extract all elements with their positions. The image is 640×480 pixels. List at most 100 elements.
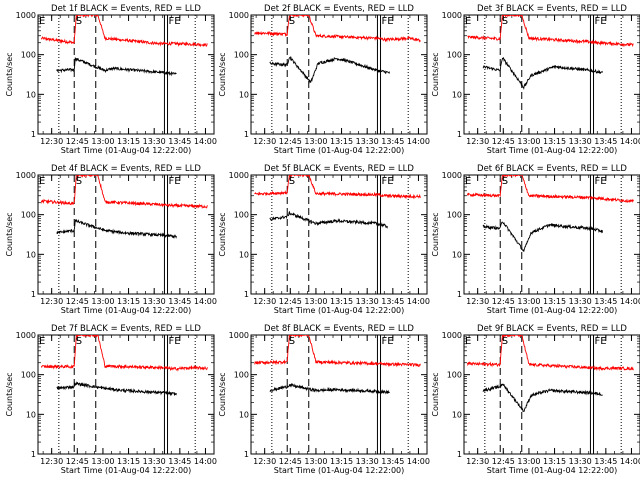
x-tick-label: 13:45 — [168, 137, 191, 146]
marker-e: E — [39, 176, 45, 187]
x-axis-label: Start Time (01-Aug-04 12:22:00) — [61, 466, 192, 475]
y-axis-label: Counts/sec — [431, 212, 440, 256]
y-tick-label: 100 — [234, 211, 249, 220]
lld-series-line — [466, 335, 634, 372]
lld-series-line — [40, 175, 208, 210]
events-series-line — [482, 56, 603, 91]
y-axis-label: Counts/sec — [218, 212, 227, 256]
x-tick-label: 13:15 — [117, 137, 140, 146]
y-tick-label: 1 — [457, 290, 462, 299]
y-tick-label: 1 — [31, 290, 36, 299]
y-tick-label: 10 — [452, 90, 462, 99]
lld-series-line — [466, 175, 634, 203]
x-tick-label: 14:00 — [407, 457, 430, 466]
marker-s: S — [76, 176, 82, 187]
plot-frame — [37, 174, 215, 295]
y-tick-label: 100 — [21, 211, 36, 220]
detector-panel-3: Det 3f BLACK = Events, RED = LLD 1 10 100 10… — [431, 4, 640, 155]
y-tick-label: 1 — [244, 290, 249, 299]
x-tick-label: 12:45 — [66, 457, 89, 466]
x-tick-label: 13:45 — [594, 457, 617, 466]
x-tick-label: 13:00 — [517, 297, 540, 306]
lld-series-line — [40, 335, 208, 372]
y-tick-label: 1000 — [229, 11, 249, 20]
y-tick-label: 10 — [239, 250, 249, 259]
x-tick-label: 13:00 — [304, 137, 327, 146]
y-tick-label: 1 — [244, 450, 249, 459]
y-tick-label: 100 — [21, 371, 36, 380]
x-tick-label: 13:45 — [594, 137, 617, 146]
x-tick-label: 14:00 — [620, 457, 640, 466]
x-tick-label: 12:45 — [492, 457, 515, 466]
y-axis-label: Counts/sec — [431, 52, 440, 96]
plot-frame — [463, 14, 640, 135]
x-tick-label: 12:30 — [253, 457, 276, 466]
detector-panel-1: Det 1f BLACK = Events, RED = LLD 1 10 100 10… — [5, 4, 217, 155]
x-tick-label: 13:45 — [168, 297, 191, 306]
y-tick-label: 100 — [447, 371, 462, 380]
x-tick-label: 13:15 — [330, 297, 353, 306]
y-tick-label: 1 — [244, 130, 249, 139]
panel-title: Det 2f BLACK = Events, RED = LLD — [264, 4, 414, 14]
x-tick-label: 13:15 — [117, 297, 140, 306]
marker-fe: FE — [382, 16, 394, 27]
y-axis-label: Counts/sec — [5, 212, 14, 256]
marker-fe: FE — [169, 16, 181, 27]
marker-s: S — [502, 176, 508, 187]
x-tick-label: 13:00 — [91, 297, 114, 306]
panel-title: Det 8f BLACK = Events, RED = LLD — [264, 324, 414, 334]
marker-fe: FE — [595, 176, 607, 187]
x-tick-label: 13:30 — [569, 457, 592, 466]
marker-fe: FE — [595, 16, 607, 27]
x-tick-label: 13:30 — [143, 137, 166, 146]
x-tick-label: 14:00 — [194, 297, 217, 306]
x-tick-label: 12:30 — [40, 297, 63, 306]
x-tick-label: 13:45 — [168, 457, 191, 466]
y-tick-label: 1 — [31, 450, 36, 459]
x-axis-label: Start Time (01-Aug-04 12:22:00) — [274, 306, 405, 315]
marker-fe: FE — [595, 336, 607, 347]
panel-title: Det 7f BLACK = Events, RED = LLD — [51, 324, 201, 334]
plot-frame — [250, 174, 428, 295]
x-tick-label: 13:30 — [143, 457, 166, 466]
x-tick-label: 13:15 — [543, 297, 566, 306]
marker-fe: FE — [382, 336, 394, 347]
y-tick-label: 1 — [31, 130, 36, 139]
x-axis-label: Start Time (01-Aug-04 12:22:00) — [274, 466, 405, 475]
x-tick-label: 12:45 — [279, 457, 302, 466]
y-axis-label: Counts/sec — [5, 52, 14, 96]
plot-frame — [463, 334, 640, 455]
panel-title: Det 4f BLACK = Events, RED = LLD — [51, 164, 201, 174]
plot-frame — [250, 14, 428, 135]
y-tick-label: 1000 — [442, 11, 462, 20]
marker-s: S — [502, 336, 508, 347]
x-tick-label: 12:45 — [66, 137, 89, 146]
x-tick-label: 14:00 — [620, 137, 640, 146]
marker-s: S — [289, 176, 295, 187]
y-tick-label: 1 — [457, 450, 462, 459]
x-tick-label: 13:30 — [356, 457, 379, 466]
x-tick-label: 13:15 — [330, 137, 353, 146]
x-tick-label: 13:30 — [143, 297, 166, 306]
x-tick-label: 13:15 — [117, 457, 140, 466]
y-axis-label: Counts/sec — [218, 372, 227, 416]
y-tick-label: 100 — [21, 51, 36, 60]
x-tick-label: 12:30 — [466, 457, 489, 466]
marker-s: S — [289, 336, 295, 347]
panel-title: Det 5f BLACK = Events, RED = LLD — [264, 164, 414, 174]
y-tick-label: 1000 — [16, 11, 36, 20]
x-tick-label: 12:45 — [279, 137, 302, 146]
x-tick-label: 12:45 — [66, 297, 89, 306]
x-axis-label: Start Time (01-Aug-04 12:22:00) — [274, 146, 405, 155]
x-tick-label: 12:30 — [40, 457, 63, 466]
x-tick-label: 13:15 — [330, 457, 353, 466]
events-series-line — [269, 382, 390, 395]
detector-panel-9: Det 9f BLACK = Events, RED = LLD 1 10 100 10… — [431, 324, 640, 475]
y-tick-label: 1000 — [229, 171, 249, 180]
plot-frame — [37, 14, 215, 135]
x-axis-label: Start Time (01-Aug-04 12:22:00) — [487, 466, 618, 475]
x-tick-label: 14:00 — [194, 457, 217, 466]
y-axis-label: Counts/sec — [5, 372, 14, 416]
detector-panel-6: Det 6f BLACK = Events, RED = LLD 1 10 100 10… — [431, 164, 640, 315]
y-tick-label: 1 — [457, 130, 462, 139]
